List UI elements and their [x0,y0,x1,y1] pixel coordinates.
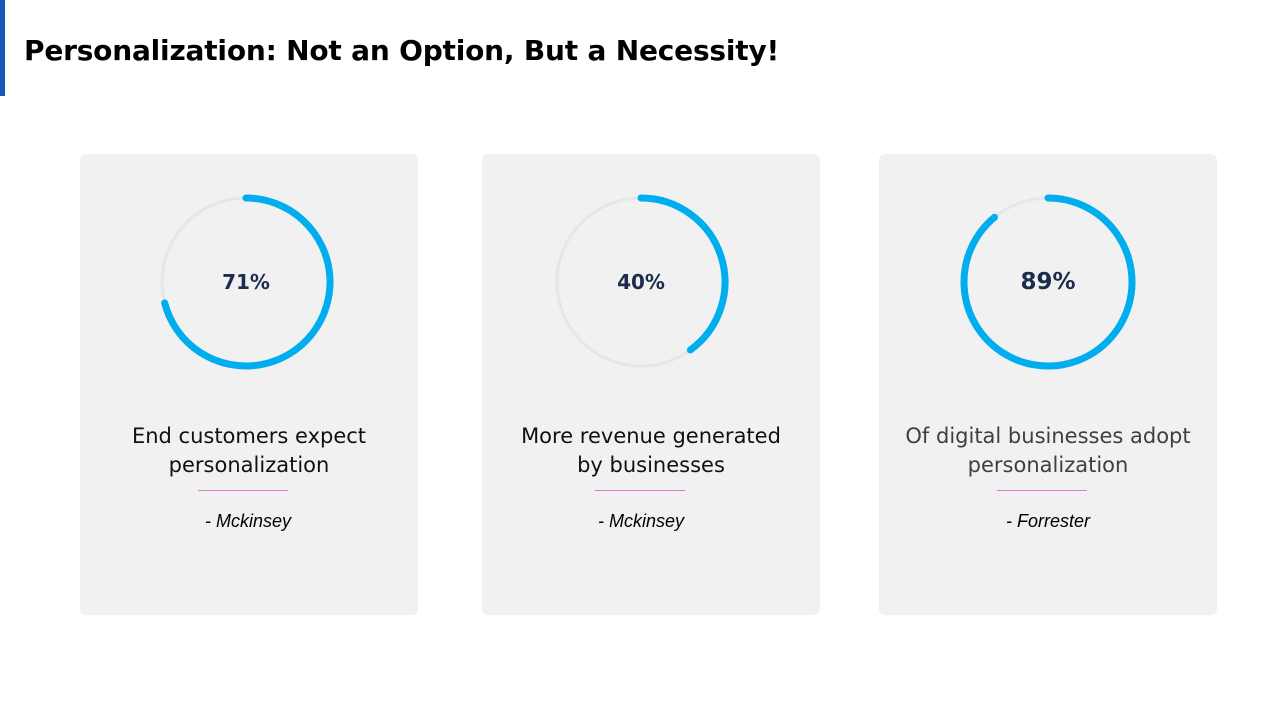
donut-value-3: 89% [1020,269,1076,295]
card-divider-1 [198,490,288,491]
card-divider-3 [997,490,1087,491]
donut-svg-1 [160,194,334,370]
donut-svg-3 [960,194,1136,370]
donut-chart-2: 40% [550,191,732,373]
source-label-1: - Mckinsey [204,511,291,531]
description-line: More revenue generated [521,424,781,448]
donut-arc-2 [637,194,729,354]
stat-card-1: 71% End customers expect personalization… [80,154,418,615]
donut-chart-1: 71% [155,191,337,373]
donut-value-1: 71% [222,270,270,294]
card-divider-2 [595,490,685,491]
donut-chart-3: 89% [957,191,1139,373]
donut-arc-3 [960,194,1136,370]
description-line: by businesses [577,453,725,477]
title-accent-bar [0,0,5,96]
source-label-2: - Mckinsey [597,511,684,531]
description-line: personalization [168,453,330,477]
stat-card-3: 89% Of digital businesses adopt personal… [879,154,1217,615]
source-label-3: - Forrester [1005,511,1090,531]
description-line: End customers expect [131,424,367,448]
donut-svg-2 [555,194,729,368]
card-description-2: More revenue generated by businesses [490,422,812,480]
description-line: Of digital businesses adopt [905,424,1191,448]
description-line: personalization [967,453,1129,477]
card-description-3: Of digital businesses adopt personalizat… [887,422,1209,480]
slide-title: Personalization: Not an Option, But a Ne… [24,34,780,67]
stat-card-2: 40% More revenue generated by businesses… [482,154,820,615]
card-description-1: End customers expect personalization [88,422,410,480]
donut-value-2: 40% [617,270,665,294]
donut-arc-1 [161,194,334,370]
